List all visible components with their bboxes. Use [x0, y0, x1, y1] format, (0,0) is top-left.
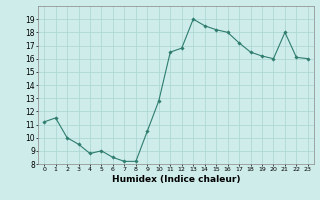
X-axis label: Humidex (Indice chaleur): Humidex (Indice chaleur) [112, 175, 240, 184]
